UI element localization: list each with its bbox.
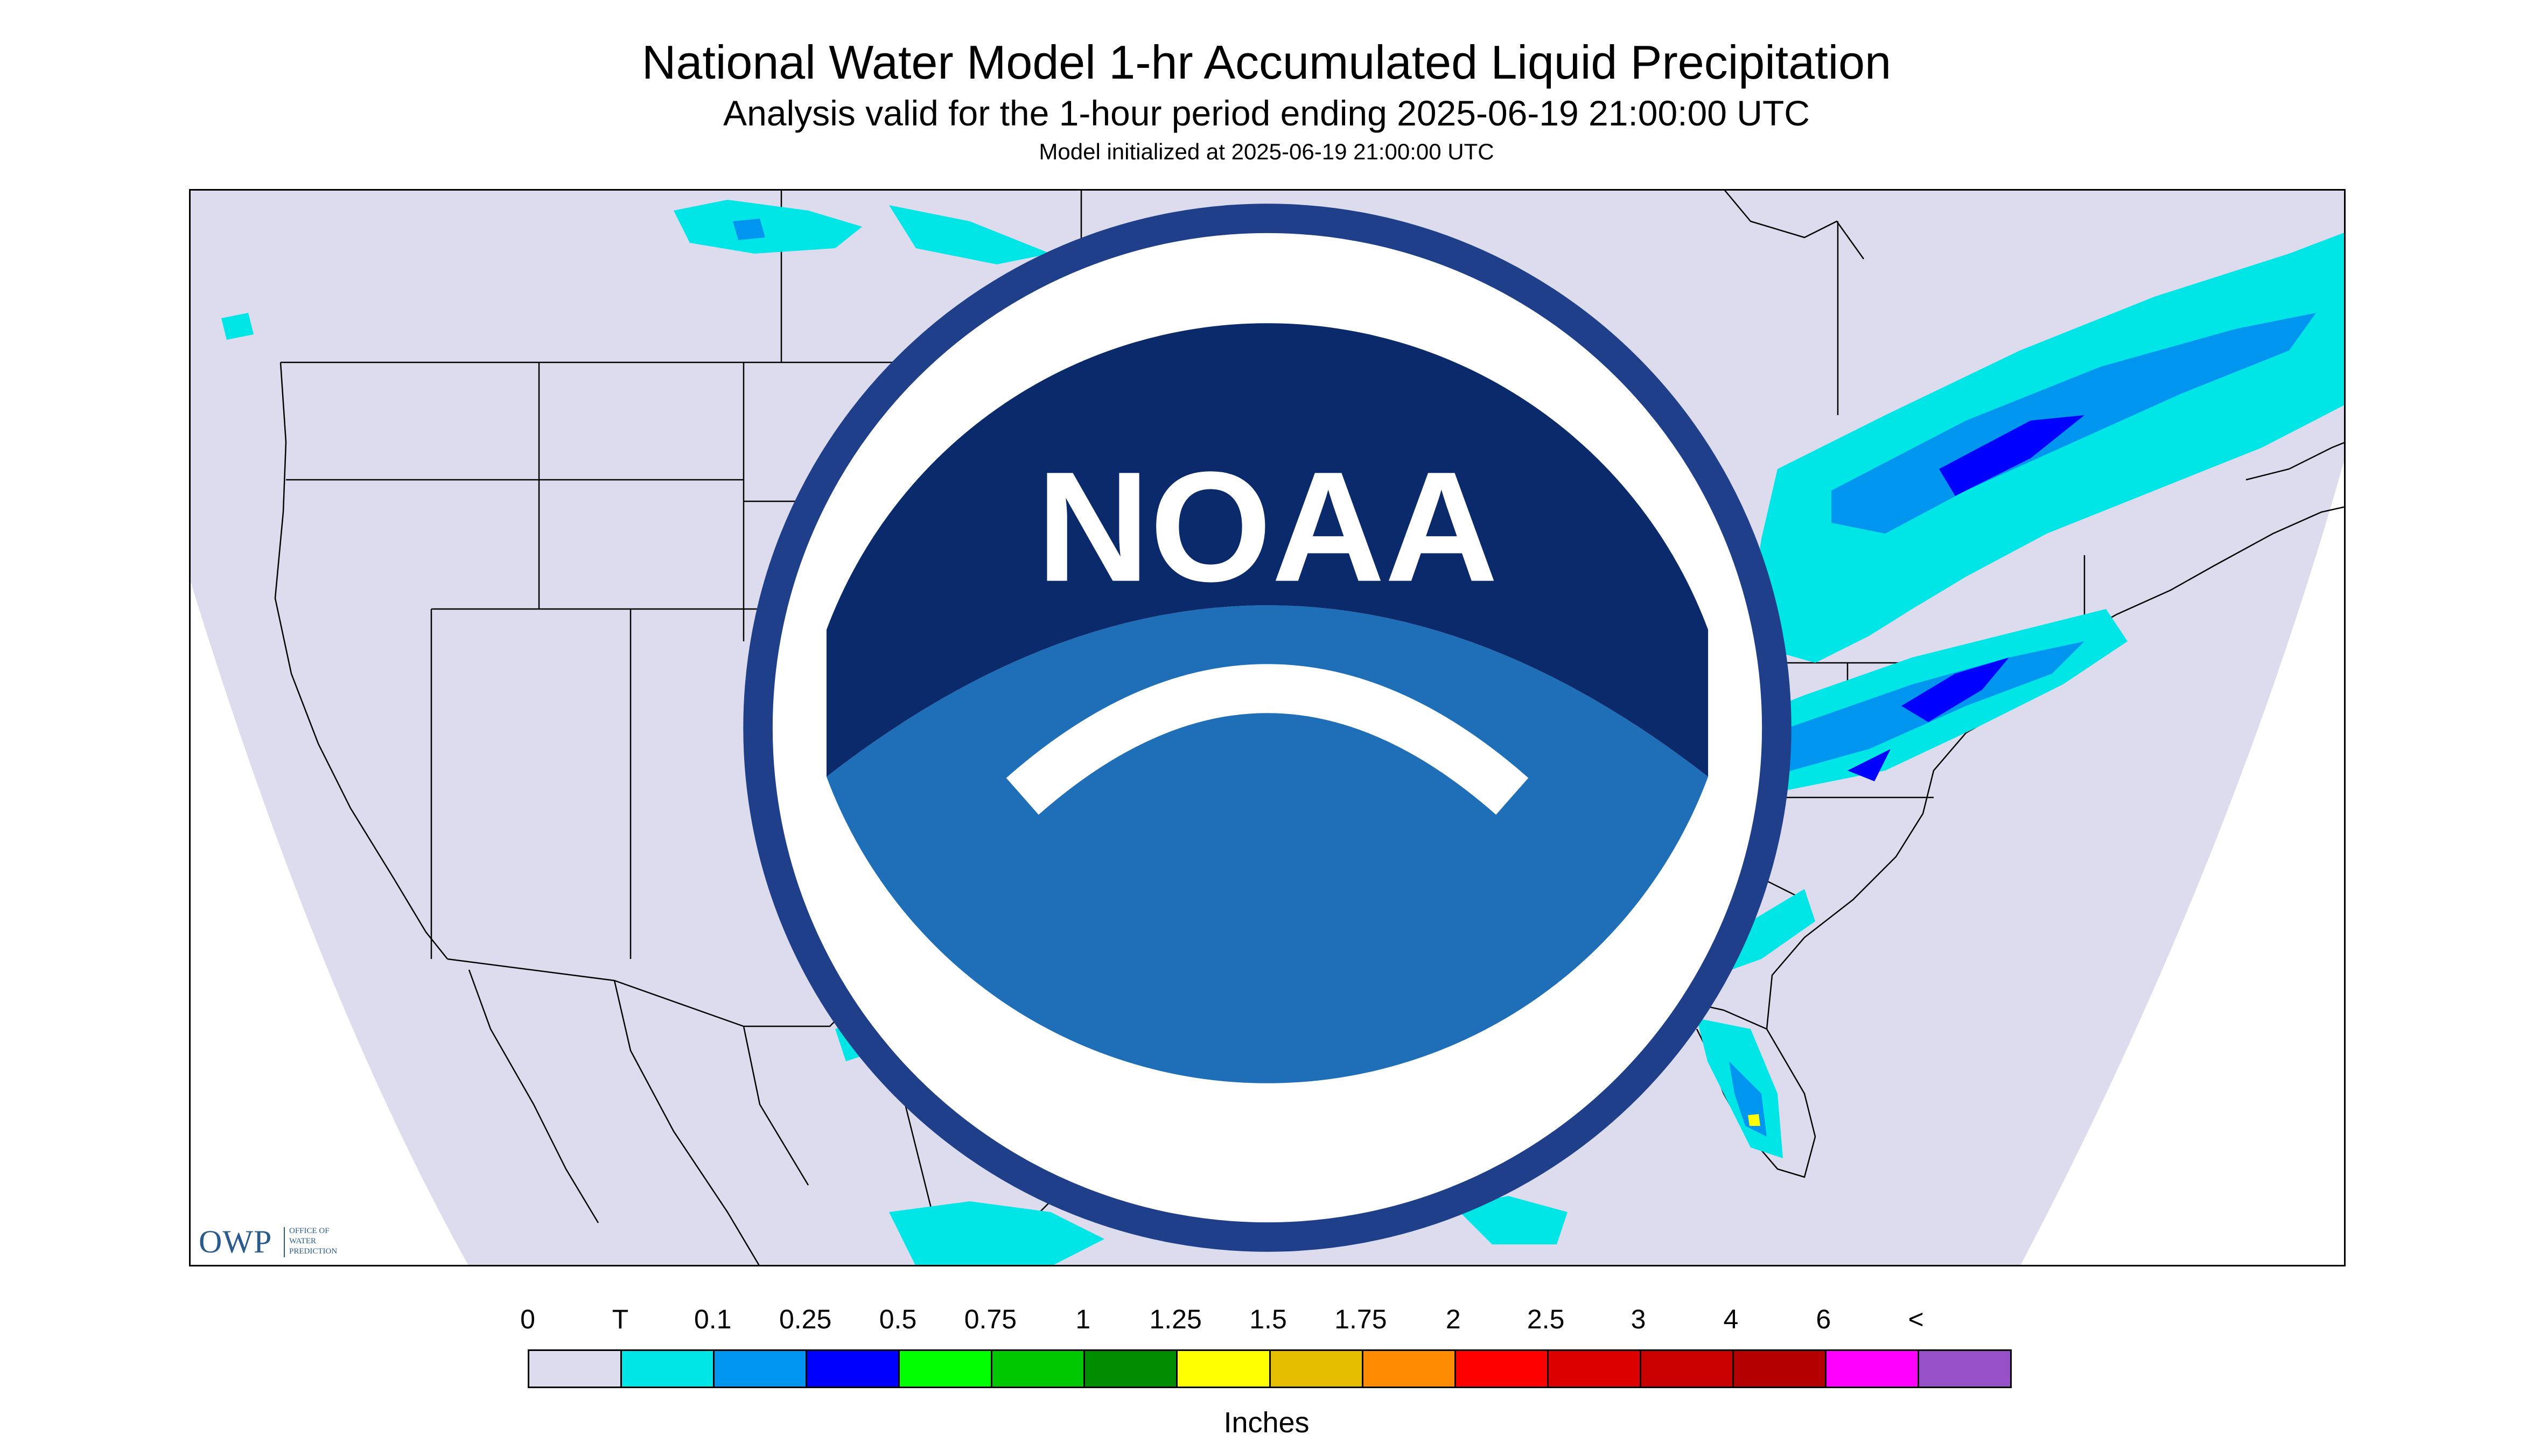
map-subtitle: Analysis valid for the 1-hour period end… bbox=[723, 93, 1810, 133]
precip-mexico-south bbox=[889, 1196, 1568, 1266]
noaa-logo: NOAA bbox=[743, 204, 1792, 1252]
colorbar-swatch bbox=[1826, 1351, 1919, 1387]
colorbar-swatch bbox=[900, 1351, 993, 1387]
owp-logo-subtext: OFFICE OF WATER PREDICTION bbox=[289, 1226, 375, 1257]
precip-northeast-moderate bbox=[1939, 415, 2084, 496]
owp-logo-text: OWP bbox=[199, 1224, 272, 1259]
colorbar-label: 0.5 bbox=[879, 1304, 917, 1334]
colorbar-swatch bbox=[622, 1351, 715, 1387]
precip-pacific-nw bbox=[221, 313, 254, 340]
colorbar-swatch bbox=[1456, 1351, 1549, 1387]
owp-sub-line-1: OFFICE OF bbox=[289, 1227, 330, 1235]
colorbar-swatch bbox=[1641, 1351, 1734, 1387]
precip-canada-west-light bbox=[733, 219, 765, 240]
colorbar-units: Inches bbox=[1223, 1406, 1310, 1439]
colorbar-swatch bbox=[992, 1351, 1086, 1387]
colorbar-swatch bbox=[715, 1351, 808, 1387]
precip-canada-west bbox=[674, 200, 1051, 264]
precip-midatlantic-moderate bbox=[1848, 657, 2009, 781]
colorbar-label: 3 bbox=[1631, 1304, 1646, 1334]
colorbar-label: 1.5 bbox=[1249, 1304, 1287, 1334]
precipitation-map: OWP OFFICE OF WATER PREDICTION NOAA bbox=[189, 189, 2346, 1266]
colorbar-label: 6 bbox=[1816, 1304, 1831, 1334]
map-frame bbox=[189, 189, 2346, 1266]
colorbar-label: 1.25 bbox=[1149, 1304, 1202, 1334]
map-title: National Water Model 1-hr Accumulated Li… bbox=[641, 36, 1892, 89]
owp-logo-divider bbox=[284, 1227, 285, 1257]
colorbar-swatch bbox=[807, 1351, 900, 1387]
model-init-line: Model initialized at 2025-06-19 21:00:00… bbox=[1039, 139, 1494, 164]
colorbar-swatch bbox=[1548, 1351, 1641, 1387]
noaa-logo-text: NOAA bbox=[1037, 439, 1498, 614]
pacific-coast bbox=[274, 362, 448, 960]
colorbar-labels: 0 T 0.1 0.25 0.5 0.75 1 1.25 1.5 1.75 2 2.5 3 4 6 < bbox=[0, 1303, 2533, 1335]
colorbar-label: 0 bbox=[520, 1304, 535, 1334]
precip-florida-heavy bbox=[1748, 1114, 1760, 1126]
colorbar-label: 2 bbox=[1445, 1304, 1461, 1334]
colorbar-label: 2.5 bbox=[1527, 1304, 1565, 1334]
colorbar-label: 0.1 bbox=[694, 1304, 732, 1334]
colorbar-label: 4 bbox=[1723, 1304, 1739, 1334]
canada-coast bbox=[1723, 189, 2346, 481]
colorbar-swatch bbox=[1919, 1351, 2010, 1387]
colorbar-label: < bbox=[1908, 1304, 1924, 1334]
colorbar-label: T bbox=[612, 1304, 629, 1334]
colorbar-swatch bbox=[1270, 1351, 1363, 1387]
owp-sub-line-3: PREDICTION bbox=[289, 1247, 338, 1256]
colorbar-label: 1.75 bbox=[1334, 1304, 1387, 1334]
colorbar-label: 0.25 bbox=[779, 1304, 832, 1334]
colorbar-label: 0.75 bbox=[964, 1304, 1017, 1334]
owp-sub-line-2: WATER bbox=[289, 1237, 316, 1245]
colorbar-swatch bbox=[1733, 1351, 1827, 1387]
colorbar-swatch bbox=[529, 1351, 622, 1387]
baja-coast bbox=[468, 969, 599, 1223]
colorbar-swatch bbox=[1085, 1351, 1178, 1387]
colorbar bbox=[528, 1349, 2012, 1388]
colorbar-swatch bbox=[1178, 1351, 1271, 1387]
owp-logo: OWP OFFICE OF WATER PREDICTION bbox=[199, 1223, 376, 1261]
colorbar-label: 1 bbox=[1075, 1304, 1091, 1334]
colorbar-swatch bbox=[1363, 1351, 1456, 1387]
